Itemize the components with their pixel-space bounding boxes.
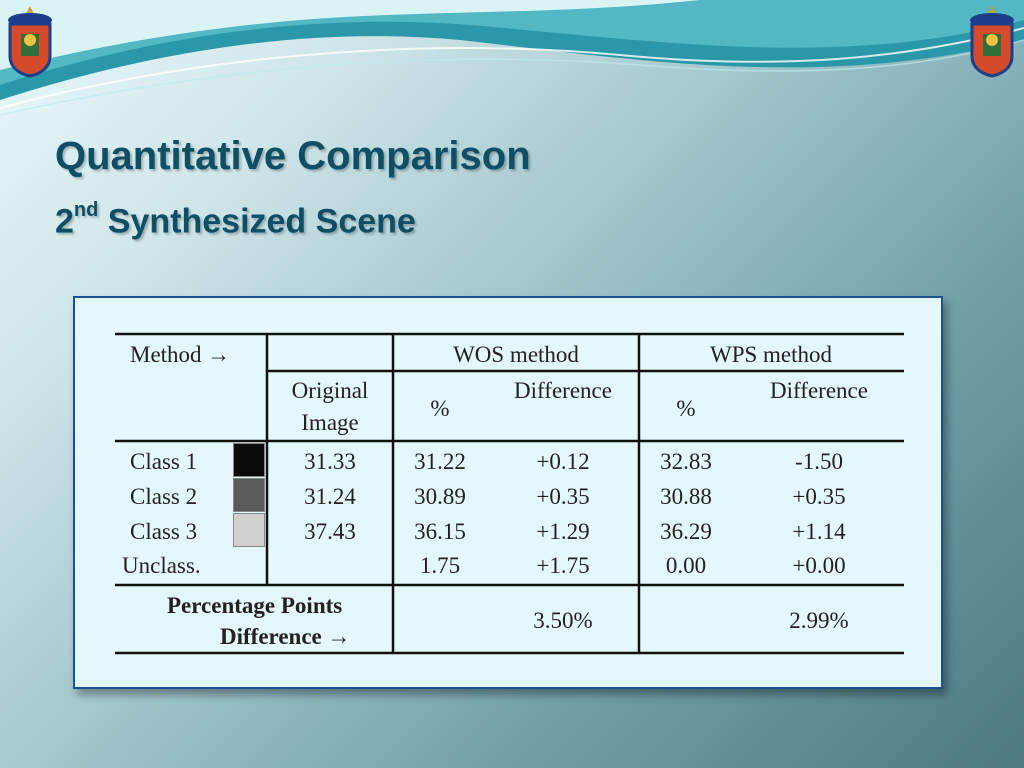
footer-label-line2: Difference → [220, 624, 351, 649]
header-original-line2: Image [301, 410, 359, 435]
subtitle-number: 2 [55, 202, 74, 241]
class-swatches [233, 443, 265, 547]
footer-wps-total: 2.99% [789, 608, 849, 633]
header-wos: WOS method [453, 342, 579, 367]
row-label: Class 3 [130, 519, 198, 544]
row-wps-pct: 36.29 [660, 519, 712, 544]
university-crest-left-icon [8, 6, 52, 78]
row-wps-diff: +0.00 [792, 553, 846, 578]
header-waves [0, 0, 1024, 116]
header-wps-diff: Difference [770, 378, 868, 403]
swatch-class-3 [233, 513, 265, 547]
footer-label-line1: Percentage Points [167, 593, 343, 618]
header-wps-pct: % [676, 396, 696, 421]
subtitle-superscript: nd [73, 199, 99, 221]
row-wps-pct: 30.88 [660, 484, 712, 509]
row-wos-pct: 30.89 [414, 484, 466, 509]
row-wos-diff: +1.75 [536, 553, 590, 578]
row-wps-pct: 32.83 [660, 449, 712, 474]
swatch-class-2 [233, 478, 265, 512]
row-wos-pct: 1.75 [419, 553, 461, 578]
comparison-table: Method → WOS method WPS method Original … [73, 296, 943, 689]
slide-subtitle: 2nd Synthesized Scene [55, 193, 416, 242]
swatch-class-1 [233, 443, 265, 477]
row-orig: 31.33 [304, 449, 356, 474]
row-wos-pct: 31.22 [414, 449, 466, 474]
header-method: Method → [130, 342, 231, 367]
subtitle-text: Synthesized Scene [98, 202, 416, 241]
row-wos-diff: +1.29 [536, 519, 590, 544]
table-rules [115, 332, 904, 655]
row-label: Class 2 [130, 484, 198, 509]
row-orig: 31.24 [304, 484, 356, 509]
row-wps-diff: -1.50 [795, 449, 843, 474]
slide-title: Quantitative Comparison [55, 134, 531, 178]
header-wps: WPS method [709, 342, 833, 367]
row-label: Class 1 [130, 449, 198, 474]
university-crest-right-icon [970, 6, 1014, 78]
footer-wos-total: 3.50% [533, 608, 593, 633]
row-wos-diff: +0.35 [536, 484, 590, 509]
row-label: Unclass. [122, 553, 201, 578]
row-wos-diff: +0.12 [536, 449, 590, 474]
row-wps-diff: +1.14 [792, 519, 846, 544]
header-original-line1: Original [291, 378, 369, 403]
header-wos-diff: Difference [514, 378, 612, 403]
row-wps-diff: +0.35 [792, 484, 846, 509]
row-wps-pct: 0.00 [665, 553, 707, 578]
row-wos-pct: 36.15 [414, 519, 466, 544]
header-wos-pct: % [430, 396, 450, 421]
row-orig: 37.43 [304, 519, 356, 544]
